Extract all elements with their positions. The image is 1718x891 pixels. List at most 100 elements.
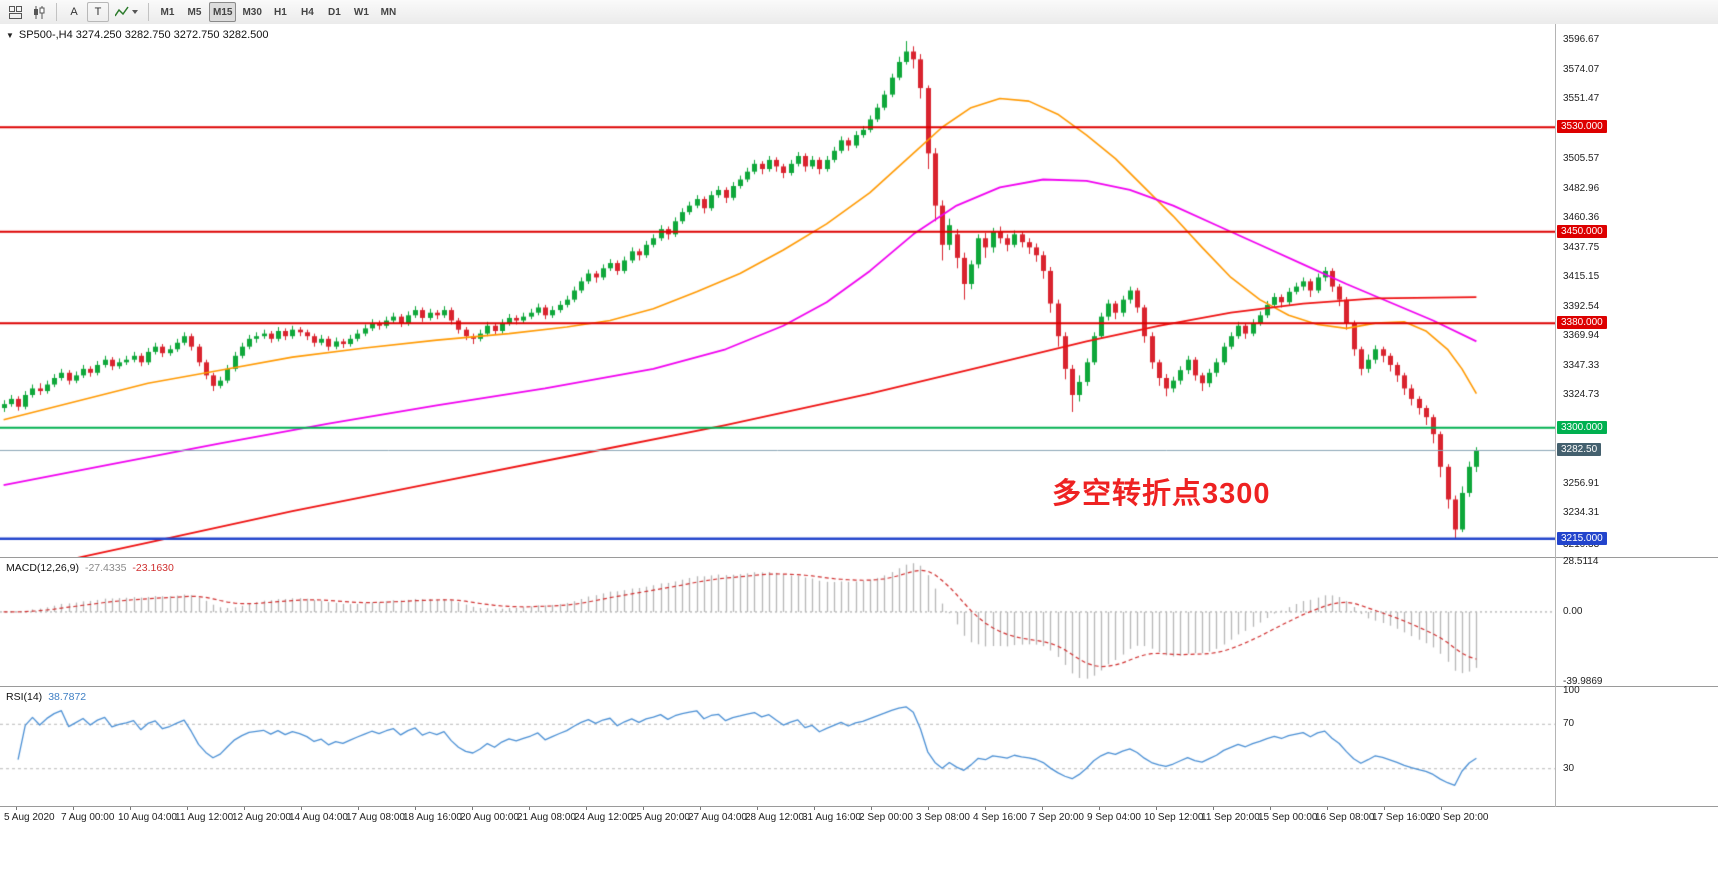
price-axis-border xyxy=(1555,24,1556,807)
price-tick-label: 3551.47 xyxy=(1563,93,1600,105)
panel-separator[interactable] xyxy=(0,686,1718,687)
price-chart-panel xyxy=(0,24,1718,557)
price-tick-label: 3437.75 xyxy=(1563,241,1600,253)
timeframe-M5[interactable]: M5 xyxy=(182,2,207,22)
tile-windows-icon xyxy=(8,5,22,19)
time-axis-label: 20 Aug 00:00 xyxy=(460,812,519,823)
time-tick-mark xyxy=(1156,807,1157,810)
text-tool-button[interactable]: T xyxy=(87,2,109,22)
price-line-tag[interactable]: 3530.000 xyxy=(1557,120,1607,134)
time-tick-mark xyxy=(1384,807,1385,810)
time-axis-label: 17 Aug 08:00 xyxy=(346,812,405,823)
time-axis-label: 9 Sep 04:00 xyxy=(1087,812,1141,823)
time-tick-mark xyxy=(73,807,74,810)
rsi-axis-label: 30 xyxy=(1563,762,1575,774)
timeframe-group: M1 M5 M15 M30 H1 H4 D1 W1 MN xyxy=(155,2,401,22)
toolbar-separator xyxy=(148,3,149,21)
time-axis-label: 27 Aug 04:00 xyxy=(688,812,747,823)
time-axis-label: 10 Aug 04:00 xyxy=(118,812,177,823)
toolbar-separator xyxy=(56,3,57,21)
time-tick-mark xyxy=(1270,807,1271,810)
time-tick-mark xyxy=(643,807,644,810)
time-tick-mark xyxy=(1213,807,1214,810)
price-line-tag[interactable]: 3215.000 xyxy=(1557,531,1607,545)
time-tick-mark xyxy=(1042,807,1043,810)
price-tick-label: 3505.57 xyxy=(1563,153,1600,165)
timeframe-M1[interactable]: M1 xyxy=(155,2,180,22)
time-axis[interactable]: 5 Aug 2020 7 Aug 00:00 10 Aug 04:00 11 Aug … xyxy=(0,807,1718,831)
charts-tile-icon[interactable] xyxy=(4,2,26,22)
time-tick-mark xyxy=(757,807,758,810)
toolbar: A T M1 M5 M15 M30 H1 H4 D1 W1 MN xyxy=(0,0,1718,25)
time-axis-label: 14 Aug 04:00 xyxy=(289,812,348,823)
price-line-tag[interactable]: 3450.000 xyxy=(1557,224,1607,238)
price-tick-label: 3256.91 xyxy=(1563,477,1600,489)
time-tick-mark xyxy=(1327,807,1328,810)
panel-separator xyxy=(0,806,1718,807)
time-tick-mark xyxy=(415,807,416,810)
price-tick-label: 3369.94 xyxy=(1563,330,1600,342)
price-tick-label: 3596.67 xyxy=(1563,34,1600,46)
timeframe-D1[interactable]: D1 xyxy=(322,2,347,22)
macd-axis-label: 28.5114 xyxy=(1563,556,1599,567)
time-axis-label: 4 Sep 16:00 xyxy=(973,812,1027,823)
cursor-tool-button[interactable]: A xyxy=(63,2,85,22)
letter-t-icon: T xyxy=(94,6,102,18)
time-tick-mark xyxy=(700,807,701,810)
macd-main-value: -27.4335 xyxy=(84,562,127,574)
time-axis-label: 20 Sep 20:00 xyxy=(1429,812,1489,823)
rsi-axis-label: 100 xyxy=(1563,685,1580,696)
macd-label: MACD(12,26,9) -27.4335 -23.1630 xyxy=(6,562,174,574)
time-axis-label: 31 Aug 16:00 xyxy=(802,812,861,823)
time-tick-mark xyxy=(130,807,131,810)
time-axis-label: 16 Sep 08:00 xyxy=(1315,812,1375,823)
rsi-value: 38.7872 xyxy=(48,691,87,703)
time-tick-mark xyxy=(529,807,530,810)
timeframe-W1[interactable]: W1 xyxy=(349,2,374,22)
time-tick-mark xyxy=(1441,807,1442,810)
timeframe-M15[interactable]: M15 xyxy=(209,2,237,22)
time-axis-label: 7 Sep 20:00 xyxy=(1030,812,1084,823)
price-chart-canvas[interactable] xyxy=(0,24,1555,557)
macd-signal-value: -23.1630 xyxy=(132,562,174,574)
time-tick-mark xyxy=(16,807,17,810)
price-tick-label: 3324.73 xyxy=(1563,389,1600,401)
price-tick-label: 3482.96 xyxy=(1563,182,1600,194)
rsi-label: RSI(14) 38.7872 xyxy=(6,691,86,703)
price-line-tag[interactable]: 3300.000 xyxy=(1557,420,1607,434)
time-tick-mark xyxy=(472,807,473,810)
rsi-axis-label: 70 xyxy=(1563,718,1575,730)
price-axis[interactable]: 3596.67 3574.07 3551.47 3505.57 3482.96 3460.… xyxy=(1556,24,1718,807)
rsi-canvas[interactable] xyxy=(0,687,1555,806)
chart-type-button[interactable] xyxy=(28,2,50,22)
timeframe-H4[interactable]: H4 xyxy=(295,2,320,22)
chevron-down-icon xyxy=(132,10,138,14)
timeframe-M30[interactable]: M30 xyxy=(238,2,265,22)
annotation-text[interactable]: 多空转折点3300 xyxy=(1052,478,1271,510)
price-tick-label: 3415.15 xyxy=(1563,271,1600,283)
time-tick-mark xyxy=(985,807,986,810)
letter-a-icon: A xyxy=(70,6,78,18)
macd-panel xyxy=(0,558,1718,686)
symbol-title: ▼ SP500-,H4 3274.250 3282.750 3272.750 3… xyxy=(6,29,268,41)
time-tick-mark xyxy=(928,807,929,810)
macd-axis-label: 0.00 xyxy=(1563,605,1583,617)
price-tick-label: 3347.33 xyxy=(1563,359,1600,371)
current-price-tag: 3282.50 xyxy=(1557,443,1602,457)
timeframe-H1[interactable]: H1 xyxy=(268,2,293,22)
panel-separator[interactable] xyxy=(0,557,1718,558)
time-axis-label: 24 Aug 12:00 xyxy=(574,812,633,823)
price-line-tag[interactable]: 3380.000 xyxy=(1557,316,1607,330)
time-axis-label: 15 Sep 00:00 xyxy=(1258,812,1318,823)
time-axis-label: 11 Sep 20:00 xyxy=(1201,812,1260,823)
time-axis-label: 5 Aug 2020 xyxy=(4,812,55,823)
symbol-ohlc-text: SP500-,H4 3274.250 3282.750 3272.750 328… xyxy=(18,29,269,41)
time-axis-label: 11 Aug 12:00 xyxy=(175,812,234,823)
time-tick-mark xyxy=(1099,807,1100,810)
price-tick-label: 3392.54 xyxy=(1563,300,1600,312)
macd-canvas[interactable] xyxy=(0,558,1555,686)
timeframe-MN[interactable]: MN xyxy=(376,2,401,22)
indicators-dropdown-button[interactable] xyxy=(111,2,142,22)
symbol-dropdown-icon[interactable]: ▼ xyxy=(6,30,14,40)
